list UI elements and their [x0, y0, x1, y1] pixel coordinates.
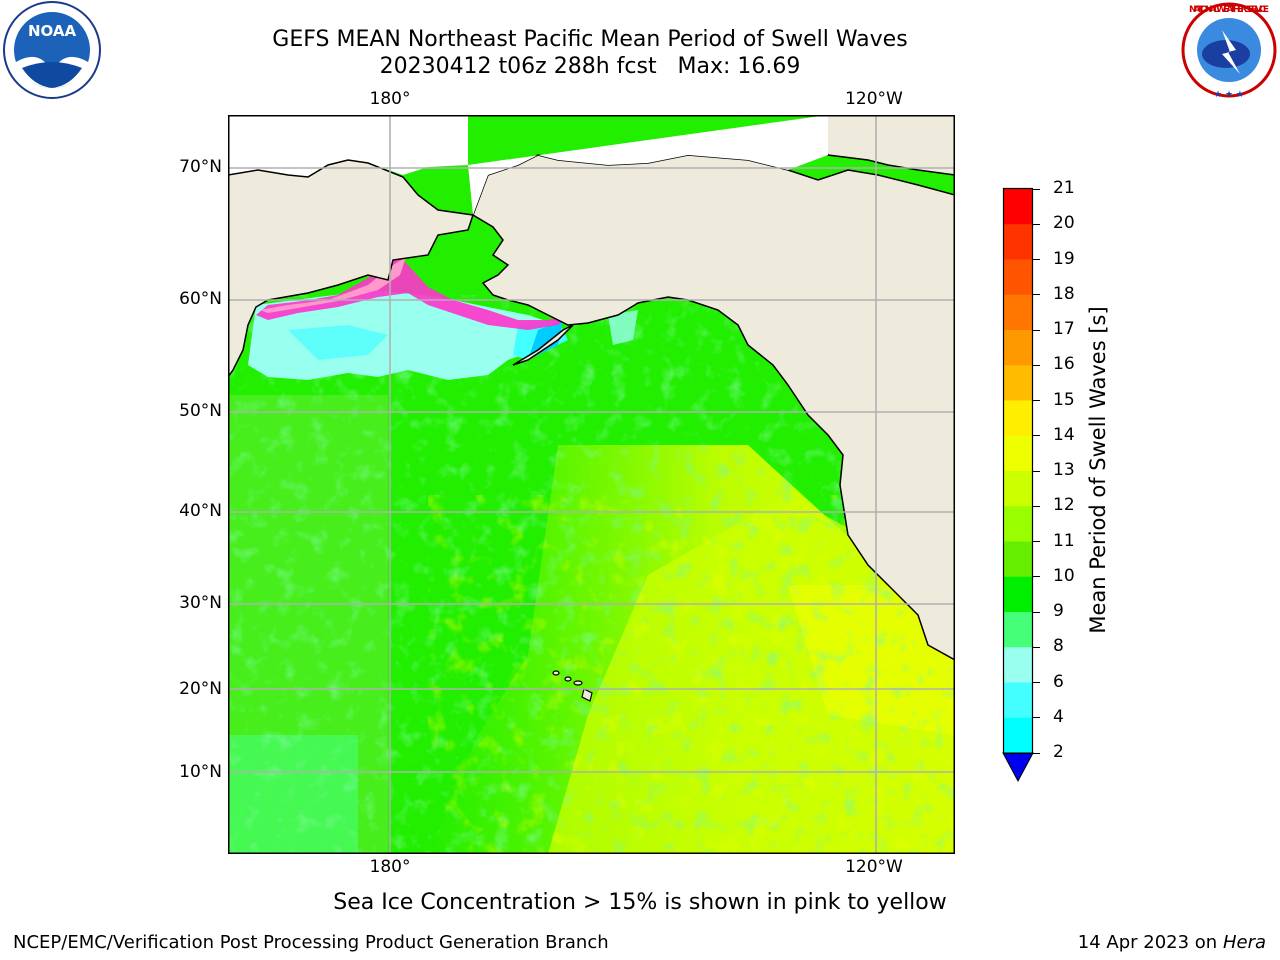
colorbar-segment [1003, 612, 1033, 648]
colorbar-tick-mark [1033, 646, 1040, 648]
colorbar-tick-label: 6 [1053, 671, 1064, 692]
graticule [228, 115, 955, 854]
colorbar-tick-label: 20 [1053, 213, 1075, 234]
colorbar-extend-arrow [1002, 752, 1034, 783]
colorbar-segment [1003, 400, 1033, 437]
colorbar-segment [1003, 435, 1033, 472]
colorbar-tick-label: 12 [1053, 495, 1075, 516]
colorbar-tick-mark [1033, 752, 1040, 754]
lat-label-30: 30°N [179, 593, 222, 613]
map-frame [228, 115, 955, 854]
colorbar-segment [1003, 189, 1033, 225]
colorbar-tick-label: 15 [1053, 389, 1075, 410]
lon-label-top-120w: 120°W [845, 89, 903, 109]
colorbar-tick-label: 9 [1053, 601, 1064, 621]
colorbar-tick-mark [1033, 364, 1040, 366]
colorbar-segments [1003, 189, 1033, 754]
colorbar-tick-mark [1033, 470, 1040, 472]
colorbar [1000, 187, 1036, 787]
colorbar-tick-mark [1033, 188, 1040, 190]
colorbar-tick-mark [1033, 541, 1040, 542]
map-title: GEFS MEAN Northeast Pacific Mean Period … [272, 27, 908, 52]
noaa-logo-text: NOAA [28, 22, 77, 40]
colorbar-tick-label: 11 [1053, 530, 1075, 551]
colorbar-segment [1003, 682, 1033, 719]
colorbar-tick-mark [1033, 611, 1040, 613]
footer-machine: Hera [1222, 932, 1266, 953]
footer-date: 14 Apr 2023 on Hera [1078, 932, 1266, 953]
lat-label-60: 60°N [179, 289, 222, 309]
colorbar-segment [1003, 576, 1033, 613]
colorbar-tick-label: 17 [1053, 319, 1075, 339]
lat-label-50: 50°N [179, 401, 222, 421]
colorbar-tick-mark [1033, 329, 1040, 331]
map-panel [228, 115, 955, 854]
colorbar-segment [1003, 506, 1033, 542]
colorbar-segment [1003, 541, 1033, 578]
footer-date-text: 14 Apr 2023 on [1077, 932, 1223, 953]
sea-ice-caption: Sea Ice Concentration > 15% is shown in … [333, 890, 947, 915]
noaa-logo: NOAA [0, 0, 104, 104]
colorbar-segment [1003, 224, 1033, 260]
map-subtitle: 20230412 t06z 288h fcst Max: 16.69 [379, 54, 801, 79]
lat-label-40: 40°N [179, 501, 222, 521]
colorbar-segment [1003, 717, 1033, 754]
colorbar-tick-mark [1033, 400, 1040, 401]
colorbar-tick-label: 18 [1053, 283, 1075, 304]
colorbar-tick-mark [1033, 682, 1040, 683]
colorbar-tick-label: 2 [1053, 742, 1064, 762]
lat-label-70: 70°N [179, 157, 222, 177]
colorbar-tick-mark [1033, 576, 1040, 578]
colorbar-segment [1003, 259, 1033, 296]
land-asia [228, 159, 474, 379]
colorbar-tick-label: 16 [1053, 354, 1075, 375]
svg-text:★ ★ ★: ★ ★ ★ [1214, 90, 1244, 100]
colorbar-tick-mark [1033, 223, 1040, 225]
hawaii-islands [552, 670, 593, 702]
colorbar-tick-label: 13 [1053, 460, 1075, 480]
colorbar-tick-mark [1033, 505, 1040, 507]
colorbar-tick-label: 8 [1053, 636, 1064, 657]
colorbar-tick-label: 19 [1053, 248, 1075, 269]
nws-ring-text: NATIONAL WEATHER SERVICE [1189, 5, 1269, 15]
colorbar-tick-label: 10 [1053, 565, 1075, 586]
colorbar-tick-mark [1033, 294, 1040, 296]
lon-label-bottom-120w: 120°W [845, 857, 903, 877]
colorbar-segment [1003, 471, 1033, 507]
colorbar-tick-label: 14 [1053, 424, 1075, 445]
colorbar-tick-label: 4 [1053, 706, 1064, 727]
map-svg [228, 115, 955, 854]
lon-label-bottom-180: 180° [369, 857, 411, 877]
colorbar-tick-label: 21 [1053, 178, 1075, 198]
colorbar-tick-mark [1033, 717, 1040, 719]
colorbar-segment [1003, 365, 1033, 401]
colorbar-segment [1003, 330, 1033, 366]
colorbar-tick-mark [1033, 259, 1040, 260]
colorbar-segment [1003, 647, 1033, 683]
footer-branch: NCEP/EMC/Verification Post Processing Pr… [13, 932, 609, 953]
colorbar-label: Mean Period of Swell Waves [s] [1086, 306, 1110, 634]
lat-label-10: 10°N [179, 762, 222, 782]
lon-label-top-180: 180° [369, 89, 411, 109]
colorbar-segment [1003, 294, 1033, 331]
colorbar-tick-mark [1033, 435, 1040, 437]
lat-label-20: 20°N [179, 679, 222, 699]
nws-logo: NATIONAL WEATHER SERVICE ★ ★ ★ [1178, 0, 1280, 102]
